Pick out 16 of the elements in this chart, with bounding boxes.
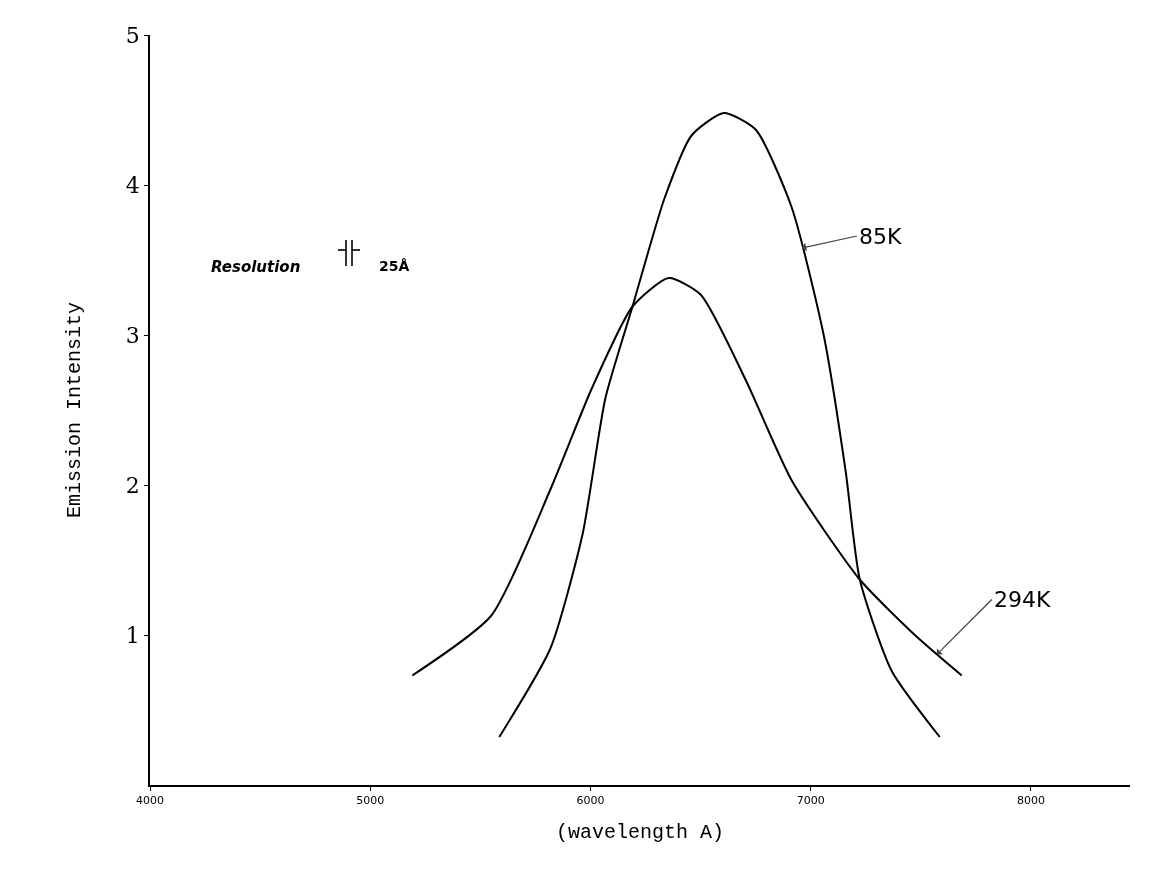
y-tick-label: 4 (125, 172, 140, 198)
y-tick-label: 5 (125, 22, 140, 48)
annotation: Resolution (211, 258, 301, 276)
annotation: 85K (859, 224, 902, 249)
x-tick-label: 8000 (1016, 793, 1045, 807)
x-axis-title: (wavelength A) (555, 820, 725, 844)
y-tick-label: 3 (125, 322, 140, 348)
annotation: 25Å (379, 258, 410, 274)
y-axis-title: Emission Intensity (62, 301, 86, 519)
x-tick-label: 7000 (796, 793, 825, 807)
x-tick-label: 4000 (136, 793, 164, 807)
y-tick-label: 2 (125, 472, 140, 498)
x-tick-label: 5000 (356, 793, 385, 807)
annotation: 294K (994, 587, 1051, 612)
x-tick-label: 6000 (576, 793, 605, 807)
y-tick-label: 1 (125, 622, 140, 648)
